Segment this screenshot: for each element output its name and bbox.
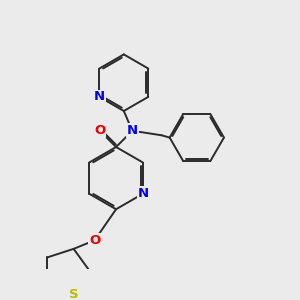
Text: N: N xyxy=(94,90,105,103)
Text: O: O xyxy=(94,124,105,137)
Text: N: N xyxy=(127,124,138,137)
Text: N: N xyxy=(137,187,148,200)
Text: O: O xyxy=(89,234,100,247)
Text: S: S xyxy=(69,288,78,300)
